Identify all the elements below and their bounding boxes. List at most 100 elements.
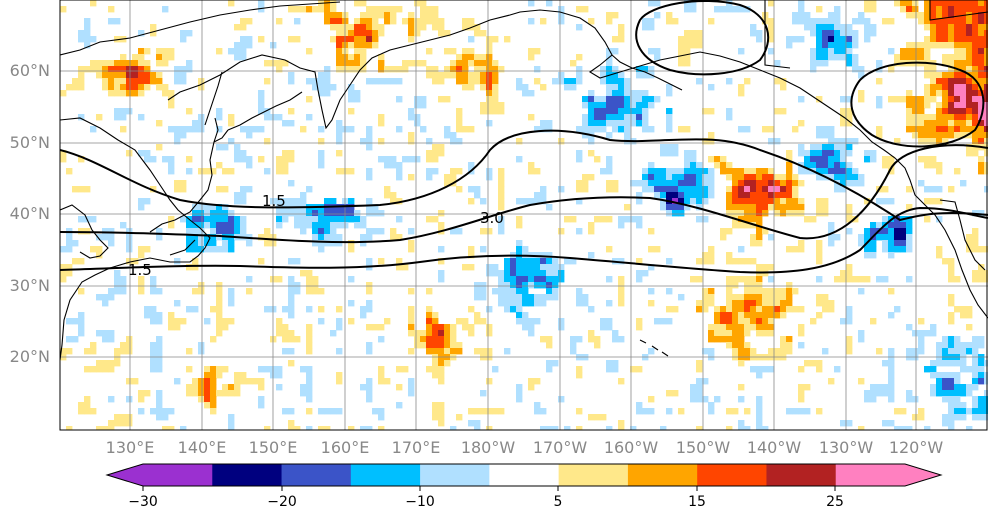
field-cell	[696, 30, 703, 37]
field-cell	[978, 48, 985, 55]
field-cell	[780, 78, 787, 85]
field-cell	[948, 342, 955, 349]
field-cell	[702, 348, 709, 355]
field-cell	[954, 54, 961, 61]
field-cell	[540, 252, 547, 259]
field-cell	[942, 84, 949, 91]
field-cell	[726, 342, 733, 349]
field-cell	[600, 216, 607, 223]
field-cell	[600, 78, 607, 85]
field-cell	[978, 168, 985, 175]
field-cell	[552, 258, 559, 265]
field-cell	[738, 246, 745, 253]
field-cell	[648, 48, 655, 55]
field-cell	[846, 228, 853, 235]
field-cell	[732, 348, 739, 355]
field-cell	[462, 60, 469, 67]
field-cell	[840, 144, 847, 151]
field-cell	[768, 138, 775, 145]
field-cell	[534, 168, 541, 175]
field-cell	[606, 132, 613, 139]
field-cell	[276, 162, 283, 169]
field-cell	[192, 222, 199, 229]
field-cell	[84, 186, 91, 193]
field-cell	[834, 366, 841, 373]
field-cell	[720, 312, 727, 319]
field-cell	[870, 156, 877, 163]
field-cell	[978, 78, 985, 85]
field-cell	[438, 78, 445, 85]
field-cell	[816, 24, 823, 31]
field-cell	[636, 108, 643, 115]
field-cell	[696, 42, 703, 49]
field-cell	[228, 222, 235, 229]
field-cell	[480, 108, 487, 115]
field-cell	[378, 54, 385, 61]
field-cell	[498, 102, 505, 109]
field-cell	[258, 36, 265, 43]
field-cell	[618, 222, 625, 229]
field-cell	[258, 126, 265, 133]
field-cell	[462, 54, 469, 61]
field-cell	[456, 168, 463, 175]
coastline-sakhalin	[204, 71, 223, 126]
field-cell	[474, 312, 481, 319]
field-cell	[330, 222, 337, 229]
field-cell	[948, 84, 955, 91]
field-cell	[492, 270, 499, 277]
field-cell	[420, 24, 427, 31]
lat-label-20n: 20°N	[10, 347, 50, 366]
field-cell	[324, 78, 331, 85]
field-cell	[744, 282, 751, 289]
field-cell	[432, 6, 439, 13]
field-cell	[474, 192, 481, 199]
field-cell	[984, 390, 988, 397]
field-cell	[954, 96, 961, 103]
field-cell	[846, 54, 853, 61]
field-cell	[846, 36, 853, 43]
field-cell	[186, 156, 193, 163]
field-cell	[186, 348, 193, 355]
field-cell	[246, 186, 253, 193]
field-cell	[354, 48, 361, 55]
field-cell	[654, 12, 661, 19]
field-cell	[732, 330, 739, 337]
field-cell	[618, 300, 625, 307]
field-cell	[552, 360, 559, 367]
field-cell	[300, 192, 307, 199]
colorbar-tick-label-neg10: −10	[405, 494, 435, 510]
field-cell	[738, 312, 745, 319]
field-cell	[534, 66, 541, 73]
field-cell	[204, 204, 211, 211]
field-cell	[606, 168, 613, 175]
field-cell	[840, 174, 847, 181]
field-cell	[408, 240, 415, 247]
field-cell	[630, 426, 637, 430]
field-cell	[120, 84, 127, 91]
field-cell	[618, 120, 625, 127]
field-cell	[942, 114, 949, 121]
field-cell	[726, 300, 733, 307]
field-cell	[888, 312, 895, 319]
field-cell	[960, 348, 967, 355]
field-cell	[228, 384, 235, 391]
field-cell	[858, 66, 865, 73]
field-cell	[696, 168, 703, 175]
field-cell	[678, 42, 685, 49]
field-cell	[636, 72, 643, 79]
field-cell	[846, 336, 853, 343]
field-cell	[852, 42, 859, 49]
field-cell	[420, 336, 427, 343]
field-cell	[336, 42, 343, 49]
field-cell	[882, 384, 889, 391]
field-cell	[228, 216, 235, 223]
field-cell	[210, 210, 217, 217]
field-cell	[330, 210, 337, 217]
field-cell	[732, 204, 739, 211]
field-cell	[690, 30, 697, 37]
field-cell	[882, 360, 889, 367]
field-cell	[930, 66, 937, 73]
field-cell	[516, 264, 523, 271]
field-cell	[744, 276, 751, 283]
field-cell	[738, 186, 745, 193]
